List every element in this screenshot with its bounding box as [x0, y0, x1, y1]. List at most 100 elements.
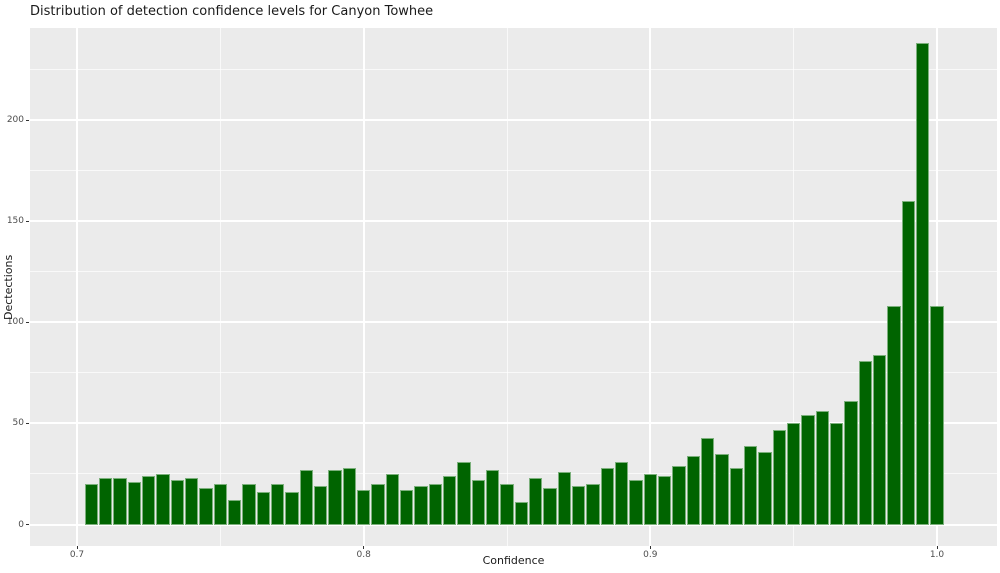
histogram-bar: [256, 492, 270, 525]
histogram-bar: [529, 478, 543, 525]
histogram-bar: [471, 480, 485, 525]
x-tick-label: 0.8: [356, 550, 371, 560]
histogram-bar: [299, 469, 313, 525]
histogram-bar: [873, 354, 887, 525]
y-tick-label: 150: [6, 216, 24, 227]
y-tick-mark: [26, 422, 29, 424]
gridline-minor-horizontal: [30, 69, 997, 71]
gridline-minor-horizontal: [30, 271, 997, 273]
histogram-bar: [170, 480, 184, 525]
histogram-bar: [672, 465, 686, 525]
histogram-bar: [901, 201, 915, 525]
plot-panel: [30, 28, 997, 546]
histogram-bar: [414, 486, 428, 525]
histogram-bar: [658, 476, 672, 525]
histogram-bar: [443, 476, 457, 525]
y-tick-label: 0: [18, 519, 24, 530]
gridline-major-horizontal: [30, 321, 997, 324]
histogram-bar: [328, 469, 342, 525]
x-tick-label: 0.9: [643, 550, 658, 560]
histogram-bar: [213, 484, 227, 525]
histogram-bar: [99, 478, 113, 525]
histogram-bar: [715, 453, 729, 525]
y-tick-label: 100: [6, 317, 24, 328]
histogram-bar: [514, 502, 528, 525]
x-tick-mark: [649, 546, 651, 549]
y-tick-mark: [26, 524, 29, 525]
histogram-bar: [586, 484, 600, 525]
histogram-bar: [271, 484, 285, 525]
gridline-minor-vertical: [506, 28, 508, 546]
histogram-bar: [127, 482, 141, 525]
histogram-bar: [314, 486, 328, 525]
histogram-bar: [242, 484, 256, 525]
histogram-bar: [916, 43, 930, 525]
histogram-bar: [887, 306, 901, 525]
gridline-minor-horizontal: [30, 473, 997, 475]
gridline-major-horizontal: [30, 523, 997, 526]
y-tick-mark: [26, 321, 29, 323]
gridline-minor-vertical: [793, 28, 795, 546]
histogram-bar: [815, 411, 829, 525]
y-axis-title: Dectections: [2, 254, 15, 320]
y-tick-label: 50: [12, 418, 24, 429]
histogram-bar: [457, 461, 471, 525]
histogram-bar: [600, 467, 614, 525]
histogram-bar: [199, 488, 213, 525]
gridline-major-horizontal: [30, 119, 997, 122]
gridline-major-vertical: [76, 28, 78, 546]
histogram-bar: [156, 473, 170, 525]
histogram-bar: [830, 423, 844, 525]
x-tick-mark: [363, 546, 365, 549]
gridline-major-vertical: [362, 28, 365, 546]
histogram-bar: [686, 455, 700, 525]
y-tick-mark: [26, 119, 29, 121]
y-tick-label: 200: [6, 115, 24, 126]
histogram-bar: [744, 445, 758, 525]
gridline-minor-horizontal: [30, 170, 997, 172]
y-tick-mark: [26, 220, 29, 222]
histogram-bar: [729, 467, 743, 525]
gridline-minor-horizontal: [30, 372, 997, 374]
gridline-minor-vertical: [219, 28, 221, 546]
x-tick-mark: [76, 546, 78, 549]
gridline-major-vertical: [936, 28, 938, 546]
gridline-major-vertical: [649, 28, 652, 546]
x-axis-title: Confidence: [482, 554, 545, 567]
histogram-bar: [400, 490, 414, 525]
histogram-bar: [787, 423, 801, 525]
histogram-bar: [113, 478, 127, 525]
histogram-bar: [772, 429, 786, 525]
histogram-bar: [629, 480, 643, 525]
gridline-major-horizontal: [30, 422, 997, 425]
histogram-bar: [801, 415, 815, 525]
histogram-bar: [342, 467, 356, 525]
histogram-bar: [758, 451, 772, 525]
x-tick-label: 0.7: [69, 550, 85, 560]
histogram-bar: [357, 490, 371, 525]
histogram-bar: [500, 484, 514, 525]
histogram-bar: [844, 401, 858, 525]
x-tick-mark: [936, 546, 938, 549]
histogram-bar: [371, 484, 385, 525]
histogram-bar: [285, 492, 299, 525]
histogram-bar: [385, 473, 399, 525]
histogram-bar: [543, 488, 557, 525]
histogram-bar: [572, 486, 586, 525]
x-tick-label: 1.0: [929, 550, 945, 560]
gridline-major-horizontal: [30, 220, 997, 223]
histogram-bar: [428, 484, 442, 525]
histogram-bar: [142, 476, 156, 525]
chart-title: Distribution of detection confidence lev…: [30, 4, 434, 19]
histogram-bar: [486, 469, 500, 525]
histogram-bar: [84, 484, 98, 525]
histogram-bar: [643, 473, 657, 525]
histogram-bar: [615, 461, 629, 525]
histogram-bar: [701, 437, 715, 525]
histogram-bar: [858, 360, 872, 525]
histogram-bar: [228, 500, 242, 525]
histogram-bar: [930, 306, 944, 525]
histogram-bar: [557, 471, 571, 525]
histogram-bar: [185, 478, 199, 525]
